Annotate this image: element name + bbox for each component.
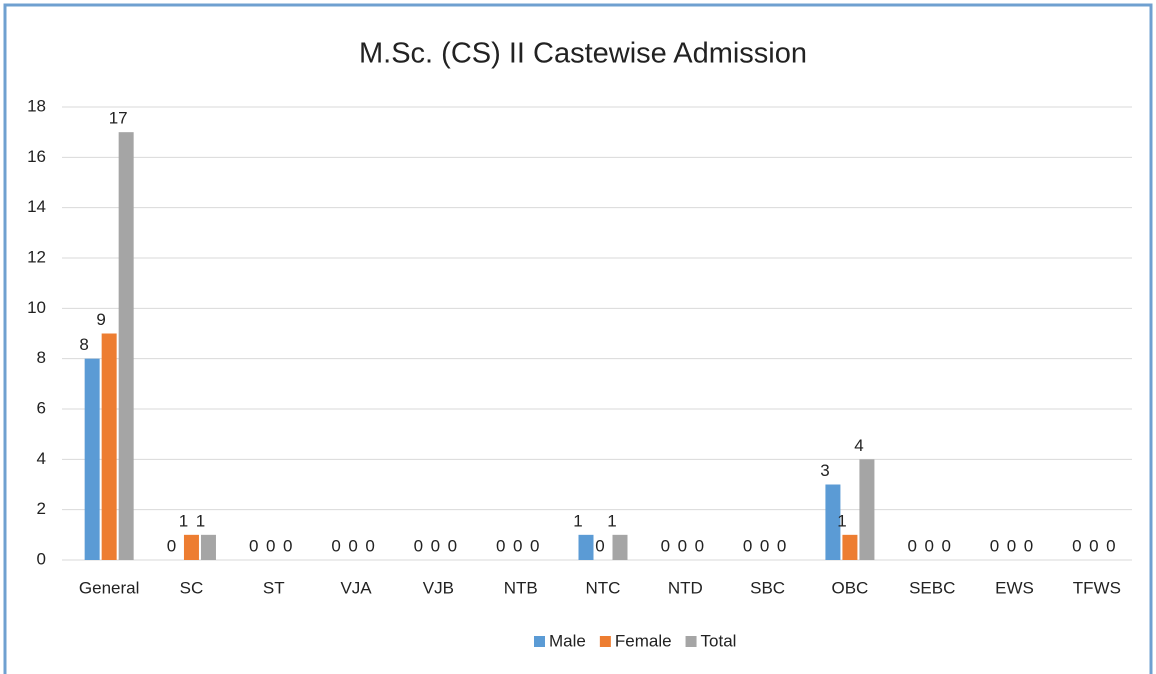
legend-swatch [599, 636, 611, 647]
value-label: 1 [573, 511, 582, 530]
y-tick-label: 4 [37, 449, 46, 468]
legend-swatch [534, 636, 545, 647]
x-tick-label: ST [263, 578, 285, 597]
x-tick-label: TFWS [1073, 578, 1121, 597]
x-tick-label: OBC [832, 578, 869, 597]
y-tick-label: 14 [27, 197, 46, 216]
value-label: 4 [854, 436, 863, 455]
value-label: 1 [179, 511, 188, 530]
x-tick-label: General [79, 578, 139, 597]
value-label: 0 [249, 536, 258, 555]
value-label: 0 [743, 536, 752, 555]
y-tick-label: 10 [27, 298, 46, 317]
value-label: 0 [924, 536, 933, 555]
bar [859, 459, 875, 560]
bar [200, 534, 216, 560]
y-tick-label: 16 [27, 147, 46, 166]
value-label: 0 [283, 536, 292, 555]
y-tick-label: 8 [37, 348, 46, 367]
bar [612, 534, 628, 560]
legend-label: Total [701, 631, 737, 650]
bar [101, 333, 117, 560]
y-tick-label: 12 [27, 247, 46, 266]
value-label: 0 [907, 536, 916, 555]
value-label: 0 [1007, 536, 1016, 555]
bar [84, 358, 100, 560]
value-label: 1 [196, 511, 205, 530]
x-tick-label: SC [180, 578, 204, 597]
value-label: 0 [167, 536, 176, 555]
value-label: 0 [777, 536, 786, 555]
value-label: 0 [1089, 536, 1098, 555]
value-label: 0 [595, 536, 604, 555]
value-label: 9 [96, 310, 105, 329]
value-label: 0 [530, 536, 539, 555]
value-label: 0 [760, 536, 769, 555]
value-label: 0 [990, 536, 999, 555]
bar [842, 534, 858, 560]
chart-frame [3, 3, 1153, 674]
bar [578, 534, 594, 560]
x-tick-label: NTB [504, 578, 538, 597]
value-label: 0 [348, 536, 357, 555]
value-label: 0 [266, 536, 275, 555]
y-tick-label: 18 [27, 96, 46, 115]
value-label: 0 [661, 536, 670, 555]
value-label: 17 [109, 109, 128, 128]
value-label: 3 [820, 461, 829, 480]
value-label: 1 [837, 511, 846, 530]
legend-label: Female [615, 631, 672, 650]
value-label: 0 [941, 536, 950, 555]
bar [183, 534, 199, 560]
value-label: 0 [678, 536, 687, 555]
bar [118, 132, 134, 560]
value-label: 0 [431, 536, 440, 555]
x-tick-label: VJB [423, 578, 454, 597]
value-label: 0 [331, 536, 340, 555]
value-label: 1 [607, 511, 616, 530]
x-tick-label: NTC [586, 578, 621, 597]
x-tick-label: VJA [340, 578, 372, 597]
legend-swatch [685, 636, 697, 647]
y-tick-label: 6 [37, 398, 46, 417]
value-label: 0 [513, 536, 522, 555]
y-tick-label: 0 [37, 549, 46, 568]
value-label: 0 [695, 536, 704, 555]
chart-title: M.Sc. (CS) II Castewise Admission [359, 38, 807, 70]
value-label: 0 [1106, 536, 1115, 555]
value-label: 8 [79, 335, 88, 354]
x-tick-label: NTD [668, 578, 703, 597]
value-label: 0 [1072, 536, 1081, 555]
legend-label: Male [549, 631, 586, 650]
value-label: 0 [1024, 536, 1033, 555]
value-label: 0 [448, 536, 457, 555]
x-tick-label: SBC [750, 578, 785, 597]
value-label: 0 [414, 536, 423, 555]
value-label: 0 [365, 536, 374, 555]
y-tick-label: 2 [37, 499, 46, 518]
bar [825, 484, 841, 560]
x-tick-label: SEBC [909, 578, 955, 597]
x-tick-label: EWS [995, 578, 1034, 597]
value-label: 0 [496, 536, 505, 555]
